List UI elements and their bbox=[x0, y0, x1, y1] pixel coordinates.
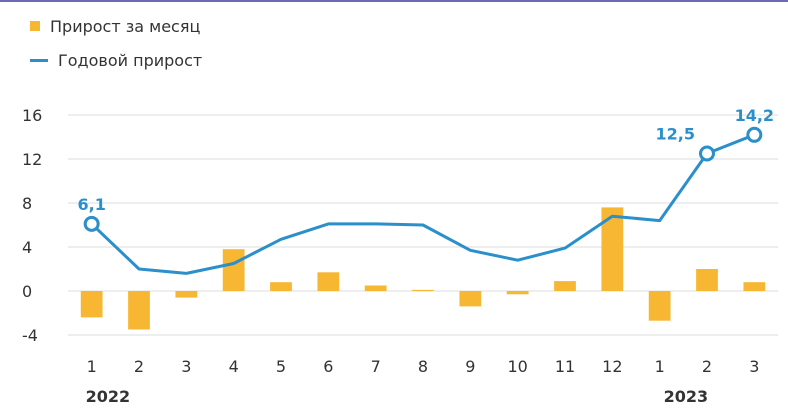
year-label: 2023 bbox=[664, 387, 709, 406]
bar bbox=[175, 291, 198, 298]
x-tick-label: 2 bbox=[134, 357, 144, 376]
bar bbox=[317, 272, 340, 291]
line-point-marker bbox=[83, 215, 100, 232]
top-border-line bbox=[0, 0, 788, 2]
bar bbox=[696, 269, 718, 291]
data-label: 14,2 bbox=[735, 106, 774, 125]
x-tick-label: 9 bbox=[465, 357, 475, 376]
legend-item-monthly: Прирост за месяц bbox=[30, 14, 202, 38]
x-tick-label: 2 bbox=[702, 357, 712, 376]
x-tick-label: 8 bbox=[418, 357, 428, 376]
bar bbox=[412, 289, 434, 291]
bar bbox=[743, 282, 766, 291]
bar bbox=[648, 291, 671, 321]
bar bbox=[270, 282, 292, 291]
data-label: 6,1 bbox=[77, 195, 105, 214]
x-tick-label: 11 bbox=[555, 357, 575, 376]
legend-swatch-annual bbox=[30, 58, 48, 62]
legend-swatch-monthly bbox=[30, 21, 40, 31]
x-tick-label: 10 bbox=[507, 357, 527, 376]
data-label: 12,5 bbox=[656, 125, 695, 144]
line-point-marker bbox=[746, 126, 763, 143]
bar bbox=[601, 207, 624, 291]
x-tick-label: 3 bbox=[749, 357, 759, 376]
bar bbox=[364, 285, 387, 291]
y-tick-label: 8 bbox=[22, 194, 32, 213]
bar bbox=[506, 291, 529, 295]
x-tick-label: 1 bbox=[87, 357, 97, 376]
x-tick-label: 7 bbox=[371, 357, 381, 376]
x-tick-label: 1 bbox=[655, 357, 665, 376]
y-tick-label: 16 bbox=[22, 106, 42, 125]
annual-growth-line bbox=[90, 133, 755, 275]
bar bbox=[128, 291, 150, 330]
x-tick-label: 12 bbox=[602, 357, 622, 376]
legend-label-annual: Годовой прирост bbox=[58, 50, 203, 70]
bar bbox=[80, 291, 103, 318]
x-tick-label: 3 bbox=[181, 357, 191, 376]
x-tick-label: 5 bbox=[276, 357, 286, 376]
x-tick-label: 4 bbox=[229, 357, 239, 376]
y-tick-label: 4 bbox=[22, 238, 32, 257]
x-tick-label: 6 bbox=[323, 357, 333, 376]
legend: Прирост за месяц Годовой прирост bbox=[30, 14, 202, 82]
year-label: 2022 bbox=[86, 387, 131, 406]
bar bbox=[222, 249, 245, 291]
bar bbox=[554, 281, 576, 291]
y-tick-label: 12 bbox=[22, 150, 42, 169]
legend-label-monthly: Прирост за месяц bbox=[50, 16, 201, 36]
line-point-marker bbox=[699, 145, 715, 162]
bar bbox=[459, 291, 482, 307]
y-tick-label: 0 bbox=[22, 282, 32, 301]
y-tick-label: -4 bbox=[22, 326, 38, 345]
legend-item-annual: Годовой прирост bbox=[30, 48, 202, 72]
